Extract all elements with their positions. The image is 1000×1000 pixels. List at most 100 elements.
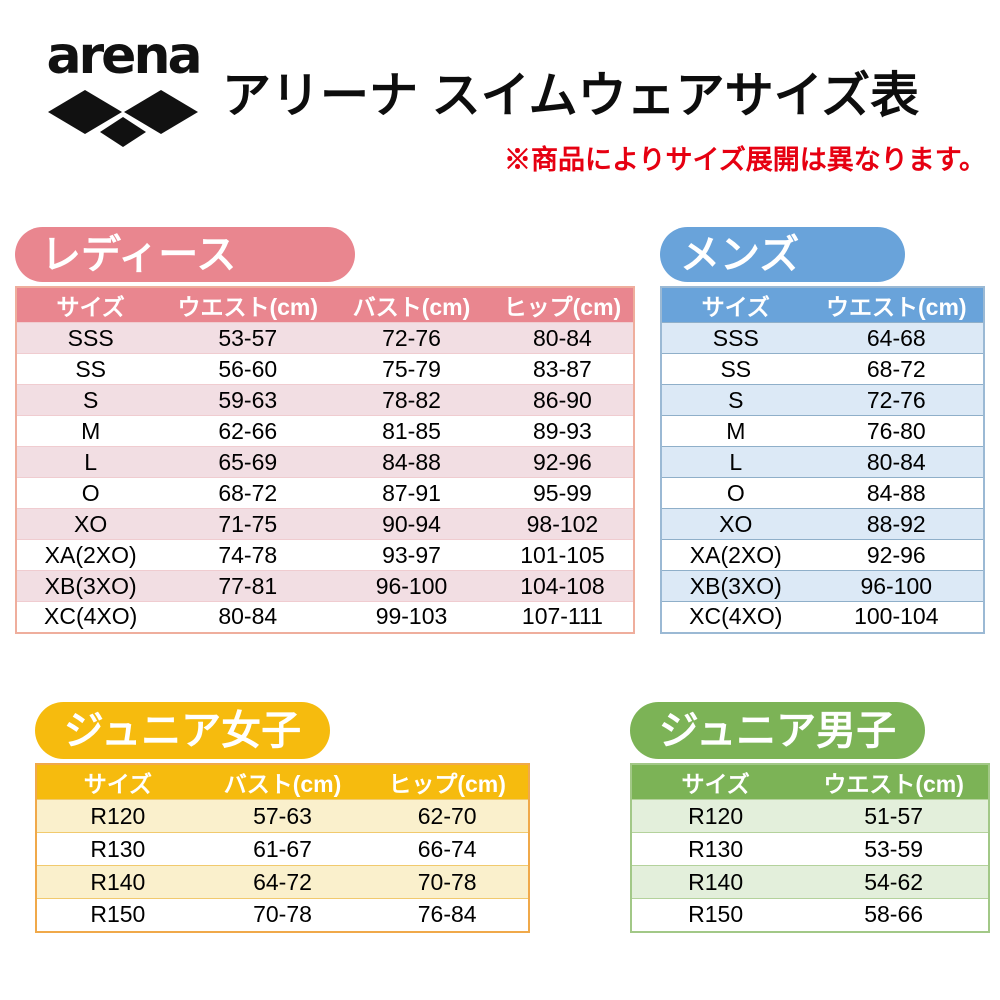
ladies-measurement-cell: 95-99 — [491, 477, 634, 509]
mens-size-cell: SS — [661, 353, 810, 385]
arena-logo-wordmark: arena — [46, 26, 202, 86]
mens-row: XC(4XO) 100-104 — [661, 601, 984, 633]
mens-size-table: サイズ ウエスト(cm) SSS 64-68 SS 68-72 S 72-76 M 76-80 L… — [660, 286, 985, 634]
junior-girls-header-row: サイズ バスト(cm) ヒップ(cm) — [36, 764, 529, 800]
mens-size-cell: XO — [661, 508, 810, 540]
mens-row: SS 68-72 — [661, 353, 984, 385]
mens-measurement-cell: 100-104 — [809, 601, 984, 633]
junior_boys-measurement-cell: 58-66 — [799, 898, 989, 932]
ladies-column-header: バスト(cm) — [331, 287, 492, 323]
junior_girls-measurement-cell: 70-78 — [366, 865, 529, 899]
ladies-measurement-cell: 62-66 — [164, 415, 332, 447]
mens-row: XO 88-92 — [661, 508, 984, 540]
junior_girls-size-cell: R140 — [36, 865, 199, 899]
mens-section-badge: メンズ — [660, 227, 905, 282]
ladies-measurement-cell: 80-84 — [491, 322, 634, 354]
mens-measurement-cell: 76-80 — [809, 415, 984, 447]
junior_girls-size-cell: R120 — [36, 799, 199, 833]
junior_girls-measurement-cell: 64-72 — [198, 865, 367, 899]
junior_boys-column-header: サイズ — [631, 764, 800, 800]
ladies-column-header: ヒップ(cm) — [491, 287, 634, 323]
ladies-measurement-cell: 56-60 — [164, 353, 332, 385]
ladies-size-cell: XB(3XO) — [16, 570, 165, 602]
ladies-row: XO 71-75 90-94 98-102 — [16, 508, 634, 540]
mens-measurement-cell: 68-72 — [809, 353, 984, 385]
ladies-measurement-cell: 107-111 — [491, 601, 634, 633]
ladies-measurement-cell: 72-76 — [331, 322, 492, 354]
junior_boys-measurement-cell: 53-59 — [799, 832, 989, 866]
ladies-measurement-cell: 77-81 — [164, 570, 332, 602]
mens-size-cell: O — [661, 477, 810, 509]
junior-boys-size-table: サイズ ウエスト(cm) R120 51-57 R130 53-59 R140 54-62 R… — [630, 763, 990, 933]
ladies-measurement-cell: 93-97 — [331, 539, 492, 571]
page-title: アリーナ スイムウェアサイズ表 — [222, 69, 920, 123]
junior_boys-row: R150 58-66 — [631, 898, 989, 932]
ladies-row: M 62-66 81-85 89-93 — [16, 415, 634, 447]
junior_girls-column-header: ヒップ(cm) — [366, 764, 529, 800]
ladies-row: S 59-63 78-82 86-90 — [16, 384, 634, 416]
ladies-size-cell: XC(4XO) — [16, 601, 165, 633]
ladies-column-header: ウエスト(cm) — [164, 287, 332, 323]
junior_girls-measurement-cell: 57-63 — [198, 799, 367, 833]
ladies-measurement-cell: 53-57 — [164, 322, 332, 354]
junior_girls-measurement-cell: 62-70 — [366, 799, 529, 833]
junior_boys-size-cell: R140 — [631, 865, 800, 899]
ladies-measurement-cell: 98-102 — [491, 508, 634, 540]
ladies-row: O 68-72 87-91 95-99 — [16, 477, 634, 509]
ladies-size-cell: M — [16, 415, 165, 447]
ladies-measurement-cell: 81-85 — [331, 415, 492, 447]
ladies-measurement-cell: 83-87 — [491, 353, 634, 385]
mens-measurement-cell: 92-96 — [809, 539, 984, 571]
ladies-row: L 65-69 84-88 92-96 — [16, 446, 634, 478]
ladies-measurement-cell: 87-91 — [331, 477, 492, 509]
junior_boys-size-cell: R150 — [631, 898, 800, 932]
mens-measurement-cell: 84-88 — [809, 477, 984, 509]
ladies-measurement-cell: 84-88 — [331, 446, 492, 478]
ladies-measurement-cell: 68-72 — [164, 477, 332, 509]
ladies-measurement-cell: 74-78 — [164, 539, 332, 571]
junior-boys-section-badge: ジュニア男子 — [630, 702, 925, 759]
ladies-measurement-cell: 78-82 — [331, 384, 492, 416]
ladies-size-cell: L — [16, 446, 165, 478]
junior_girls-measurement-cell: 61-67 — [198, 832, 367, 866]
mens-measurement-cell: 88-92 — [809, 508, 984, 540]
arena-diamonds-icon — [48, 90, 198, 147]
junior_girls-measurement-cell: 66-74 — [366, 832, 529, 866]
junior_girls-row: R140 64-72 70-78 — [36, 865, 529, 899]
mens-size-cell: M — [661, 415, 810, 447]
junior_boys-row: R140 54-62 — [631, 865, 989, 899]
ladies-size-table: サイズ ウエスト(cm) バスト(cm) ヒップ(cm) SSS 53-57 72-76 8… — [15, 286, 635, 634]
ladies-measurement-cell: 86-90 — [491, 384, 634, 416]
junior_boys-measurement-cell: 51-57 — [799, 799, 989, 833]
ladies-size-cell: XO — [16, 508, 165, 540]
ladies-measurement-cell: 99-103 — [331, 601, 492, 633]
ladies-row: XB(3XO) 77-81 96-100 104-108 — [16, 570, 634, 602]
mens-measurement-cell: 80-84 — [809, 446, 984, 478]
ladies-row: XC(4XO) 80-84 99-103 107-111 — [16, 601, 634, 633]
mens-row: XA(2XO) 92-96 — [661, 539, 984, 571]
ladies-size-cell: XA(2XO) — [16, 539, 165, 571]
ladies-measurement-cell: 96-100 — [331, 570, 492, 602]
ladies-row: SSS 53-57 72-76 80-84 — [16, 322, 634, 354]
ladies-size-cell: S — [16, 384, 165, 416]
ladies-section-badge: レディース — [15, 227, 355, 282]
ladies-size-cell: SSS — [16, 322, 165, 354]
junior_boys-measurement-cell: 54-62 — [799, 865, 989, 899]
junior_girls-row: R130 61-67 66-74 — [36, 832, 529, 866]
ladies-measurement-cell: 59-63 — [164, 384, 332, 416]
ladies-column-header: サイズ — [16, 287, 165, 323]
mens-column-header: ウエスト(cm) — [809, 287, 984, 323]
junior-girls-size-table: サイズ バスト(cm) ヒップ(cm) R120 57-63 62-70 R130 61-6… — [35, 763, 530, 933]
mens-row: S 72-76 — [661, 384, 984, 416]
ladies-measurement-cell: 104-108 — [491, 570, 634, 602]
junior_girls-column-header: バスト(cm) — [198, 764, 367, 800]
junior_girls-measurement-cell: 70-78 — [198, 898, 367, 932]
mens-column-header: サイズ — [661, 287, 810, 323]
mens-size-cell: XC(4XO) — [661, 601, 810, 633]
ladies-row: SS 56-60 75-79 83-87 — [16, 353, 634, 385]
ladies-measurement-cell: 101-105 — [491, 539, 634, 571]
junior_girls-measurement-cell: 76-84 — [366, 898, 529, 932]
junior_girls-row: R120 57-63 62-70 — [36, 799, 529, 833]
ladies-measurement-cell: 80-84 — [164, 601, 332, 633]
